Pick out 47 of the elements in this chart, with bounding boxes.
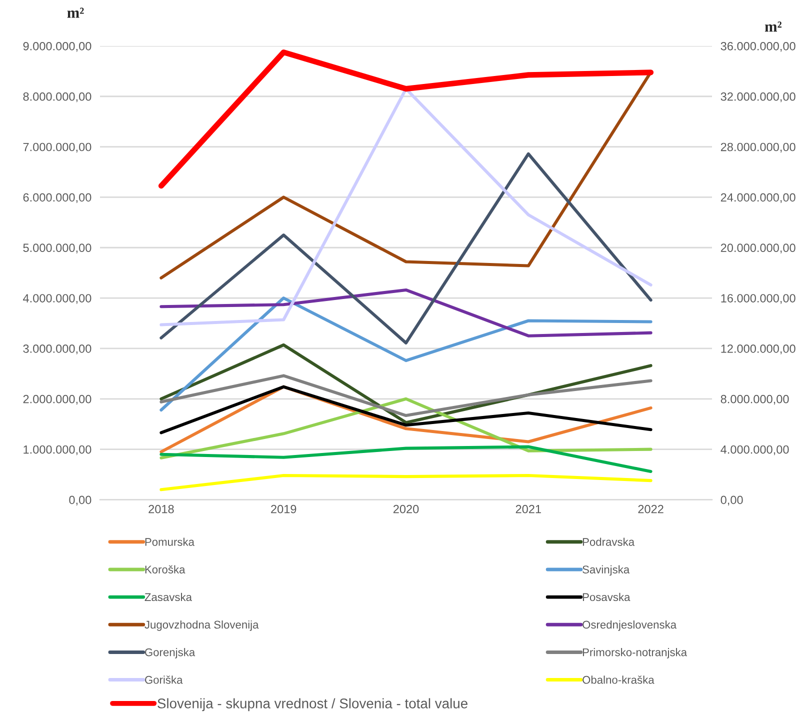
y2-tick-label: 8.000.000,00: [720, 394, 789, 405]
y-tick-label: 3.000.000,00: [23, 344, 92, 354]
y-tick-label: 8.000.000,00: [23, 92, 92, 102]
y-tick-label: 4.000.000,00: [23, 294, 92, 304]
y2-tick-label: 28.000.000,00: [720, 142, 796, 153]
legend-label: Savinjska: [582, 565, 630, 576]
y-axis-title: m²: [67, 8, 84, 18]
legend-label: Jugovzhodna Slovenija: [144, 620, 259, 631]
legend-label: Podravska: [582, 538, 635, 546]
line-series: [160, 152, 652, 344]
legend-label: Slovenija - skupna vrednost / Slovenia - total value: [158, 698, 468, 712]
legend-label: Gorenjska: [145, 648, 196, 658]
line-series: [160, 474, 652, 492]
legend-label: Goriška: [145, 676, 183, 684]
legend-label: Osrednjeslovenska: [582, 620, 677, 631]
y2-axis-title: m²: [764, 22, 782, 32]
x-tick-label: 2019: [271, 504, 296, 514]
y2-tick-label: 36.000.000,00: [720, 42, 796, 52]
y2-tick-label: 32.000.000,00: [720, 92, 796, 102]
y2-tick-label: 12.000.000,00: [721, 344, 796, 354]
legend-label: Zasavska: [144, 592, 192, 602]
y-tick-label: 0,00: [69, 496, 92, 506]
x-tick-label: 2021: [516, 504, 541, 514]
x-tick-label: 2020: [393, 504, 419, 514]
legend-label: Pomurska: [145, 538, 194, 546]
y-tick-label: 2.000.000,00: [23, 394, 92, 405]
line-series: [160, 374, 652, 418]
y2-tick-label: 20.000.000,00: [720, 244, 796, 254]
y-tick-label: 5.000.000,00: [23, 244, 92, 254]
line-series: [160, 296, 652, 412]
line-series: [160, 385, 652, 434]
x-tick-label: 2022: [638, 504, 664, 514]
y-tick-label: 6.000.000,00: [23, 193, 92, 203]
y2-tick-label: 0,00: [720, 496, 743, 506]
y2-tick-label: 16.000.000,00: [721, 294, 796, 304]
x-tick-label: 2018: [148, 504, 174, 514]
y2-tick-label: 24.000.000,00: [720, 193, 796, 203]
legend-label: Koroška: [145, 565, 186, 574]
y2-tick-label: 4.000.000,00: [720, 445, 789, 456]
y-tick-label: 1.000.000,00: [24, 445, 92, 456]
legend-label: Posavska: [582, 592, 630, 602]
legend-label: Primorsko-notranjska: [582, 648, 688, 658]
legend-label: Obalno-kraška: [582, 676, 654, 684]
y-tick-label: 7.000.000,00: [23, 142, 92, 153]
line-series: [160, 288, 652, 338]
y-tick-label: 9.000.000,00: [23, 42, 92, 52]
line-series: [160, 445, 652, 474]
